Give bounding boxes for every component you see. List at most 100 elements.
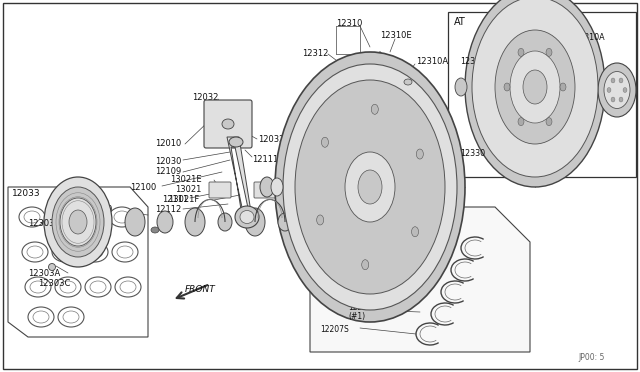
Text: 12100: 12100 [130, 183, 156, 192]
Ellipse shape [49, 263, 56, 270]
Ellipse shape [235, 206, 259, 228]
Text: FRONT: FRONT [185, 285, 216, 295]
FancyBboxPatch shape [209, 182, 231, 198]
Ellipse shape [412, 227, 419, 237]
Text: 12330: 12330 [460, 150, 485, 158]
Ellipse shape [495, 30, 575, 144]
Text: 12032: 12032 [258, 135, 284, 144]
Ellipse shape [271, 178, 283, 196]
Text: 12030: 12030 [155, 157, 181, 166]
Ellipse shape [370, 52, 390, 322]
Ellipse shape [44, 177, 112, 267]
Ellipse shape [417, 149, 423, 159]
Text: 12207: 12207 [348, 302, 372, 311]
Ellipse shape [465, 0, 605, 187]
Ellipse shape [60, 198, 96, 246]
Text: 12207+A: 12207+A [358, 279, 394, 289]
Ellipse shape [619, 97, 623, 102]
Ellipse shape [371, 104, 378, 114]
Text: 12310A: 12310A [416, 58, 448, 67]
FancyBboxPatch shape [3, 3, 637, 369]
Ellipse shape [604, 71, 630, 109]
Ellipse shape [611, 97, 615, 102]
Ellipse shape [358, 170, 382, 204]
Text: (#2): (#2) [358, 289, 375, 298]
Text: 12200A: 12200A [302, 202, 334, 212]
Ellipse shape [240, 211, 254, 224]
Ellipse shape [518, 48, 524, 57]
Ellipse shape [345, 152, 395, 222]
Ellipse shape [185, 208, 205, 236]
Ellipse shape [321, 137, 328, 147]
Text: 12312: 12312 [302, 49, 328, 58]
FancyBboxPatch shape [448, 12, 636, 177]
Ellipse shape [560, 83, 566, 91]
Text: 12109: 12109 [155, 167, 181, 176]
Ellipse shape [546, 118, 552, 126]
Ellipse shape [295, 80, 445, 294]
Text: JP00: 5: JP00: 5 [578, 353, 604, 362]
Ellipse shape [125, 208, 145, 236]
Ellipse shape [472, 0, 598, 177]
Text: 12310A: 12310A [574, 32, 605, 42]
Text: 12010: 12010 [155, 140, 181, 148]
Ellipse shape [283, 64, 457, 310]
Text: AT: AT [454, 17, 466, 27]
Ellipse shape [52, 187, 104, 257]
Ellipse shape [619, 78, 623, 83]
Ellipse shape [598, 63, 636, 117]
Text: 13021: 13021 [175, 186, 202, 195]
Text: 12303: 12303 [28, 219, 54, 228]
Ellipse shape [518, 118, 524, 126]
Text: (#4): (#4) [392, 240, 409, 248]
Ellipse shape [455, 78, 467, 96]
Ellipse shape [218, 213, 232, 231]
FancyBboxPatch shape [299, 182, 321, 198]
Ellipse shape [365, 208, 385, 236]
Ellipse shape [362, 260, 369, 270]
Text: 12207+A: 12207+A [370, 256, 406, 264]
Text: 13021F: 13021F [168, 196, 199, 205]
Ellipse shape [229, 137, 243, 147]
Ellipse shape [305, 208, 325, 236]
Ellipse shape [546, 48, 552, 57]
Text: 12207S: 12207S [320, 326, 349, 334]
Text: 12331: 12331 [460, 58, 485, 67]
Text: (#3): (#3) [370, 266, 387, 275]
Text: (#1): (#1) [348, 312, 365, 321]
Text: 12303C: 12303C [38, 279, 70, 289]
Ellipse shape [504, 83, 510, 91]
Ellipse shape [222, 119, 234, 129]
Ellipse shape [278, 213, 292, 231]
Ellipse shape [317, 215, 324, 225]
Ellipse shape [275, 52, 465, 322]
Ellipse shape [69, 210, 87, 234]
Text: 12310: 12310 [336, 19, 362, 29]
Text: 13021E: 13021E [170, 176, 202, 185]
Text: 12303A: 12303A [28, 269, 60, 279]
FancyBboxPatch shape [344, 182, 366, 198]
Ellipse shape [390, 207, 410, 237]
Polygon shape [227, 137, 251, 222]
Text: 00926-51600: 00926-51600 [62, 205, 113, 215]
Text: 12310E: 12310E [380, 32, 412, 41]
Text: 12033: 12033 [12, 189, 40, 199]
FancyBboxPatch shape [204, 100, 252, 148]
Ellipse shape [404, 79, 412, 85]
Text: 32202: 32202 [295, 177, 321, 186]
Text: 12333: 12333 [498, 48, 523, 57]
Ellipse shape [151, 227, 159, 233]
Ellipse shape [157, 211, 173, 233]
Ellipse shape [338, 213, 352, 231]
Text: 12112: 12112 [155, 205, 181, 214]
Ellipse shape [245, 208, 265, 236]
Text: 12111: 12111 [252, 154, 278, 164]
Text: 12032: 12032 [192, 93, 218, 102]
Ellipse shape [260, 177, 274, 197]
Text: 12111: 12111 [162, 195, 188, 203]
Text: KEY キ-(2): KEY キ-(2) [62, 215, 97, 224]
Polygon shape [310, 207, 530, 352]
Text: 12207M: 12207M [392, 230, 422, 238]
Ellipse shape [623, 87, 627, 93]
Ellipse shape [510, 51, 560, 123]
